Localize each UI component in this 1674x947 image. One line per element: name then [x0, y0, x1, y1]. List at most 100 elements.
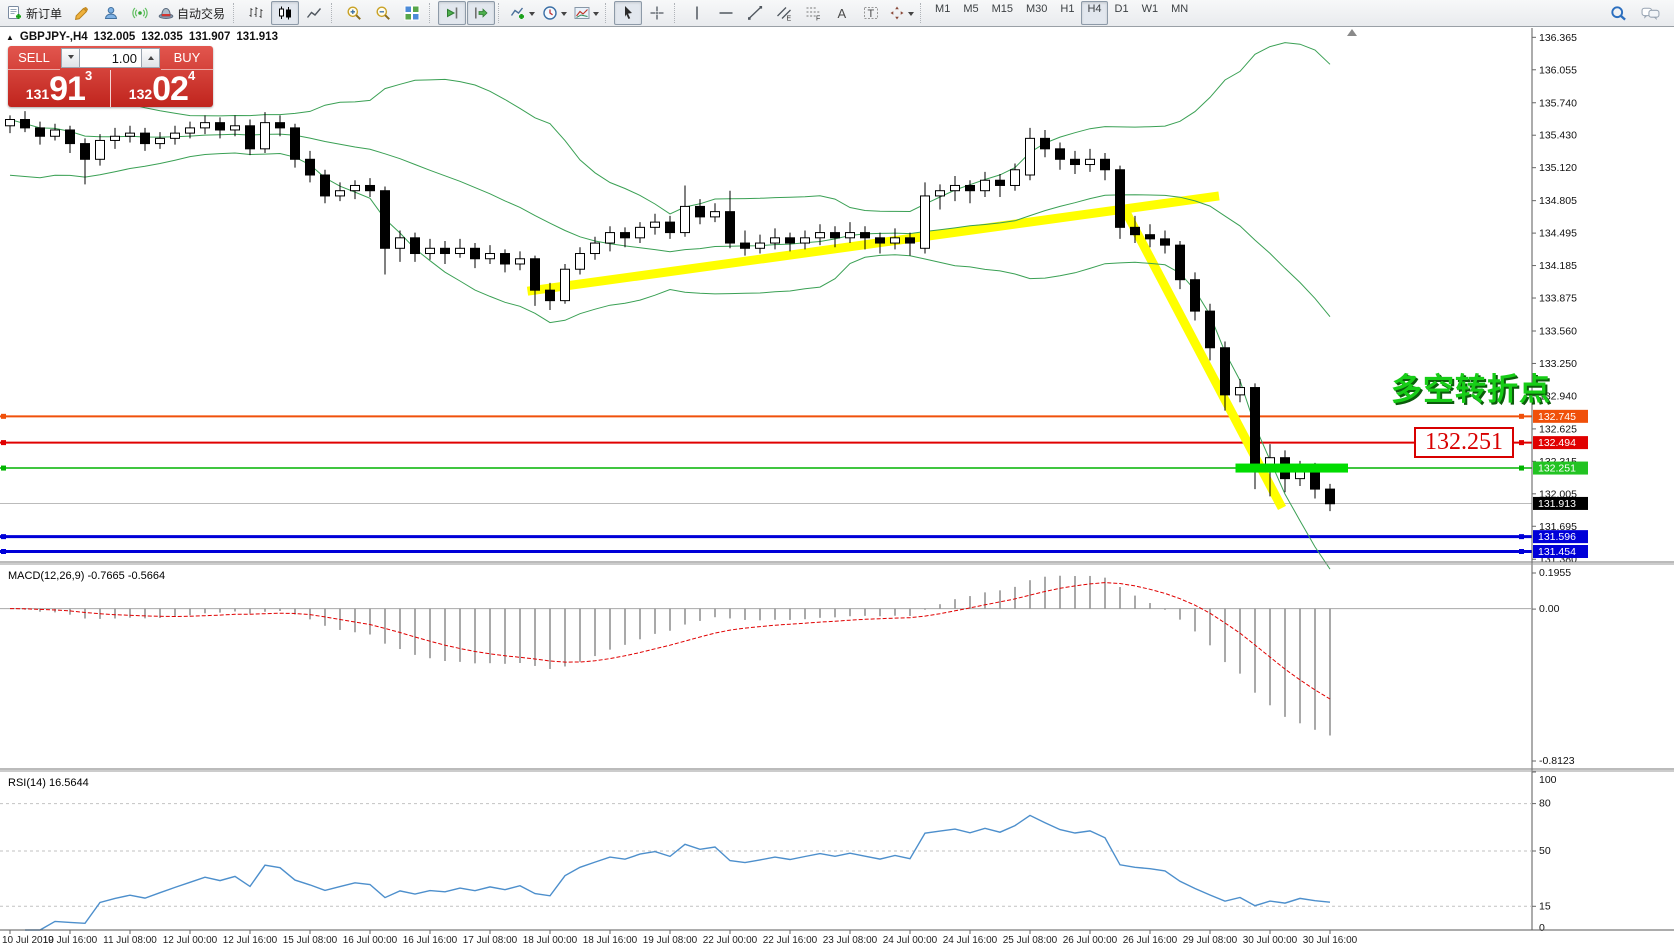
channel-button[interactable]: E [770, 1, 798, 25]
candle-body [305, 158, 315, 176]
cursor-button[interactable] [614, 1, 643, 25]
candle-body [1100, 158, 1110, 171]
candlestick-chart-button[interactable] [271, 1, 300, 25]
candle-body [815, 232, 825, 239]
candle-body [20, 119, 30, 129]
new-order-icon [8, 6, 21, 19]
candle-body [410, 237, 420, 255]
templates-dropdown[interactable] [571, 1, 602, 25]
rsi-axis-label: 0 [1539, 922, 1545, 934]
candle-body [1205, 310, 1215, 349]
candle-body [605, 232, 615, 244]
timeframe-D1[interactable]: D1 [1114, 3, 1129, 15]
profile-button[interactable] [97, 1, 125, 25]
candle-body [200, 122, 210, 129]
horizontal-line-button[interactable] [712, 1, 740, 25]
candle-body [1235, 387, 1245, 396]
auto-scroll-button[interactable] [438, 1, 467, 25]
timeframe-H4[interactable]: H4 [1081, 1, 1108, 25]
candle-body [50, 129, 60, 137]
line-handle [1, 549, 6, 554]
candles-layer [5, 111, 1335, 512]
timeframe-H1[interactable]: H1 [1060, 3, 1075, 15]
collapse-panel-arrow[interactable]: ▲ [6, 32, 14, 42]
timeframe-W1[interactable]: W1 [1141, 3, 1159, 15]
price-line-label-bg [1533, 461, 1588, 475]
toolbar-separator [498, 3, 504, 23]
chart-shift-button[interactable] [467, 1, 496, 25]
bar-chart-button[interactable] [242, 1, 270, 25]
text-label-button[interactable]: T [857, 1, 885, 25]
candle-body [245, 125, 255, 150]
candle-body [620, 232, 630, 239]
volume-decrease-button[interactable] [61, 48, 80, 68]
candle-body [830, 232, 840, 239]
tile-windows-button[interactable] [398, 1, 426, 25]
arrows-dropdown[interactable] [886, 1, 917, 25]
candle-body [860, 232, 870, 239]
volume-increase-button[interactable] [141, 48, 160, 68]
crosshair-button[interactable] [643, 1, 671, 25]
bar-low-value: 131.907 [188, 31, 231, 43]
background-objects-layer [0, 191, 1532, 553]
timeframe-M1[interactable]: M1 [935, 3, 951, 15]
buy-price[interactable]: 132 02 4 [111, 68, 213, 107]
line-handle [1, 413, 6, 419]
timeframe-M15[interactable]: M15 [991, 3, 1013, 15]
sell-price[interactable]: 131 91 3 [8, 68, 110, 107]
text-button[interactable]: A [828, 1, 856, 25]
time-tick-label: 12 Jul 00:00 [163, 935, 218, 946]
new-order-button[interactable]: 新订单 [4, 1, 67, 25]
toolbar-separator [605, 3, 611, 23]
timeframe-M30[interactable]: M30 [1026, 3, 1048, 15]
buy-price-figure: 132 [128, 86, 153, 102]
candle-body [710, 211, 720, 218]
highlighter-button[interactable] [68, 1, 96, 25]
text-icon: A [838, 6, 847, 21]
candle-body [35, 127, 45, 137]
candle-body [905, 237, 915, 244]
zoom-out-button[interactable] [369, 1, 397, 25]
auto-trading-button[interactable]: 自动交易 [155, 1, 230, 25]
toolbar-group-cursor [614, 1, 671, 25]
timeframe-M5[interactable]: M5 [963, 3, 979, 15]
line-handle [1, 440, 6, 446]
candle-body [500, 253, 510, 265]
chart-shift-icon [475, 7, 488, 19]
candle-body [185, 127, 195, 134]
macd-axis-label: 0.00 [1539, 603, 1560, 615]
candlestick-chart-icon [279, 6, 292, 20]
time-tick-label: 22 Jul 16:00 [763, 935, 818, 946]
time-tick-label: 17 Jul 08:00 [463, 935, 518, 946]
text-label-icon: T [864, 7, 879, 20]
volume-input[interactable]: 1.00 [80, 48, 141, 68]
line-handle [1519, 549, 1524, 554]
cursor-icon [625, 6, 633, 19]
periods-dropdown[interactable] [539, 1, 570, 25]
toolbar-separator [331, 3, 337, 23]
toolbar-separator [233, 3, 239, 23]
buy-button[interactable]: BUY [161, 46, 213, 70]
line-handle [1519, 440, 1524, 446]
search-button[interactable] [1604, 1, 1632, 25]
vertical-line-button[interactable] [683, 1, 711, 25]
line-chart-button[interactable] [300, 1, 328, 25]
indicators-dropdown[interactable] [507, 1, 538, 25]
trendline-button[interactable] [741, 1, 769, 25]
sell-button[interactable]: SELL [8, 46, 60, 70]
line-handle [1519, 465, 1524, 471]
chat-button[interactable] [1636, 1, 1664, 25]
zoom-in-button[interactable] [340, 1, 368, 25]
signal-button[interactable] [126, 1, 154, 25]
price-line-label: 131.913 [1538, 498, 1576, 510]
candle-body [455, 247, 465, 255]
line-handle [1519, 413, 1524, 419]
fibonacci-button[interactable]: F [799, 1, 827, 25]
line-handle [1519, 534, 1524, 540]
candle-body [935, 190, 945, 197]
timeframe-MN[interactable]: MN [1171, 3, 1189, 15]
time-tick-label: 24 Jul 16:00 [943, 935, 998, 946]
candle-body [950, 184, 960, 192]
trade-panel-prices: 131 91 3 132 02 4 [8, 68, 213, 107]
